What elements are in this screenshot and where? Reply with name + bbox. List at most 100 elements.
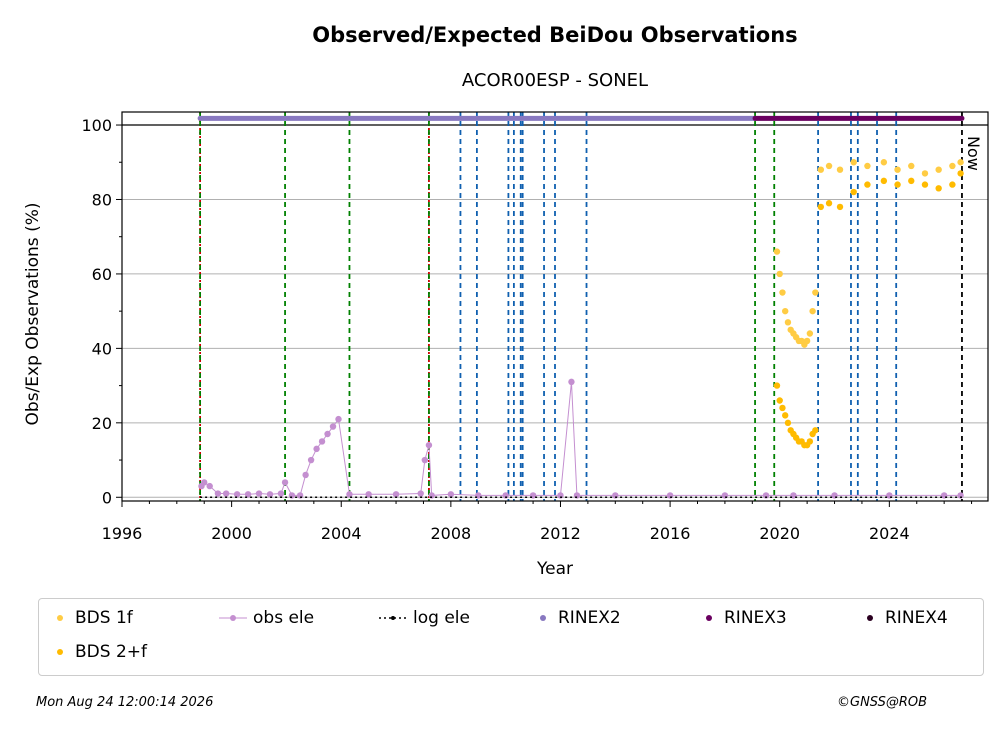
data-point bbox=[201, 479, 208, 486]
data-marks bbox=[197, 115, 965, 499]
data-point bbox=[335, 415, 342, 423]
legend-marker bbox=[867, 615, 873, 621]
data-point bbox=[784, 419, 792, 427]
legend-label: RINEX2 bbox=[558, 608, 621, 628]
data-point bbox=[773, 382, 781, 389]
data-point bbox=[949, 181, 956, 188]
legend-label: BDS 2+f bbox=[75, 642, 147, 662]
chart-svg: Observed/Expected BeiDou Observations AC… bbox=[23, 23, 989, 579]
data-point bbox=[365, 491, 372, 498]
legend-label: RINEX4 bbox=[885, 608, 948, 628]
data-point bbox=[779, 404, 786, 412]
data-point bbox=[255, 490, 263, 497]
x-axis-ticks: 1996 2000 2004 2008 2012 2016 2020 2024 bbox=[102, 501, 973, 543]
data-point bbox=[921, 170, 929, 177]
data-point bbox=[428, 492, 435, 499]
data-point bbox=[949, 162, 956, 170]
y-axis-ticks: 0 20 40 60 80 100 bbox=[81, 116, 122, 507]
data-point bbox=[244, 491, 252, 498]
data-point bbox=[779, 289, 786, 296]
x-tick-label: 2008 bbox=[431, 524, 472, 543]
y-tick-label: 60 bbox=[92, 265, 112, 284]
legend-label: obs ele bbox=[253, 608, 315, 628]
data-point bbox=[908, 162, 915, 170]
chart-title: Observed/Expected BeiDou Observations bbox=[312, 23, 797, 47]
y-tick-label: 100 bbox=[81, 116, 112, 135]
data-point bbox=[721, 492, 729, 499]
legend-marker bbox=[219, 615, 247, 621]
data-point bbox=[825, 162, 833, 170]
x-tick-label: 1996 bbox=[102, 524, 143, 543]
data-point bbox=[666, 492, 674, 499]
data-point bbox=[864, 162, 871, 170]
data-point bbox=[836, 166, 844, 173]
data-point bbox=[281, 479, 289, 486]
data-point bbox=[392, 491, 400, 498]
data-point bbox=[214, 490, 222, 497]
data-point bbox=[957, 170, 964, 177]
x-tick-label: 2000 bbox=[211, 524, 252, 543]
data-point bbox=[302, 471, 309, 479]
data-point bbox=[447, 491, 455, 498]
y-tick-label: 80 bbox=[92, 190, 112, 209]
data-point bbox=[222, 490, 230, 497]
chart-subtitle: ACOR00ESP - SONEL bbox=[462, 70, 648, 91]
legend-label: BDS 1f bbox=[75, 608, 133, 628]
legend-dot bbox=[706, 615, 712, 621]
data-point bbox=[812, 289, 819, 296]
y-tick-label: 40 bbox=[92, 339, 112, 358]
data-point bbox=[277, 490, 285, 497]
data-point bbox=[776, 270, 783, 278]
data-point bbox=[417, 490, 424, 497]
legend-marker bbox=[706, 615, 712, 621]
data-point bbox=[850, 159, 857, 166]
data-point bbox=[806, 330, 814, 337]
x-tick-label: 2020 bbox=[759, 524, 800, 543]
data-point bbox=[346, 491, 353, 498]
data-point bbox=[880, 177, 888, 185]
legend-dot bbox=[57, 615, 63, 621]
data-point bbox=[266, 491, 274, 498]
x-tick-label: 2024 bbox=[869, 524, 910, 543]
data-point bbox=[307, 456, 315, 464]
legend-marker bbox=[379, 616, 407, 620]
footer-timestamp: Mon Aug 24 12:00:14 2026 bbox=[36, 695, 214, 710]
data-point bbox=[864, 181, 871, 188]
data-point bbox=[957, 492, 964, 499]
legend-label: log ele bbox=[413, 608, 470, 628]
legend-dot bbox=[867, 615, 873, 621]
legend-marker bbox=[540, 615, 546, 621]
obs-ele-line bbox=[201, 381, 961, 496]
footer-credit: ©GNSS@ROB bbox=[837, 695, 928, 710]
data-point bbox=[421, 456, 429, 464]
legend-dot bbox=[540, 615, 546, 621]
data-point bbox=[825, 200, 833, 207]
data-point bbox=[817, 166, 825, 173]
data-point bbox=[762, 492, 770, 499]
data-point bbox=[935, 166, 942, 173]
data-point bbox=[782, 412, 789, 419]
legend-marker bbox=[57, 615, 63, 621]
data-point bbox=[921, 181, 929, 188]
x-tick-label: 2012 bbox=[540, 524, 581, 543]
legend-marker bbox=[57, 649, 63, 655]
x-tick-label: 2016 bbox=[650, 524, 691, 543]
legend-dot bbox=[57, 649, 63, 655]
data-point bbox=[568, 378, 575, 386]
series-obs-ele bbox=[198, 378, 964, 499]
data-point bbox=[776, 397, 783, 404]
data-point bbox=[908, 177, 915, 185]
data-point bbox=[313, 445, 320, 453]
data-point bbox=[784, 319, 792, 326]
data-point bbox=[812, 427, 819, 434]
legend-dot bbox=[391, 616, 395, 620]
now-label: Now bbox=[964, 136, 983, 171]
legend-label: RINEX3 bbox=[724, 608, 787, 628]
y-tick-label: 20 bbox=[92, 414, 112, 433]
data-point bbox=[894, 166, 901, 173]
data-point bbox=[773, 248, 781, 255]
data-point bbox=[324, 430, 331, 438]
data-point bbox=[935, 185, 942, 192]
data-point bbox=[206, 482, 213, 490]
data-point bbox=[782, 307, 789, 315]
